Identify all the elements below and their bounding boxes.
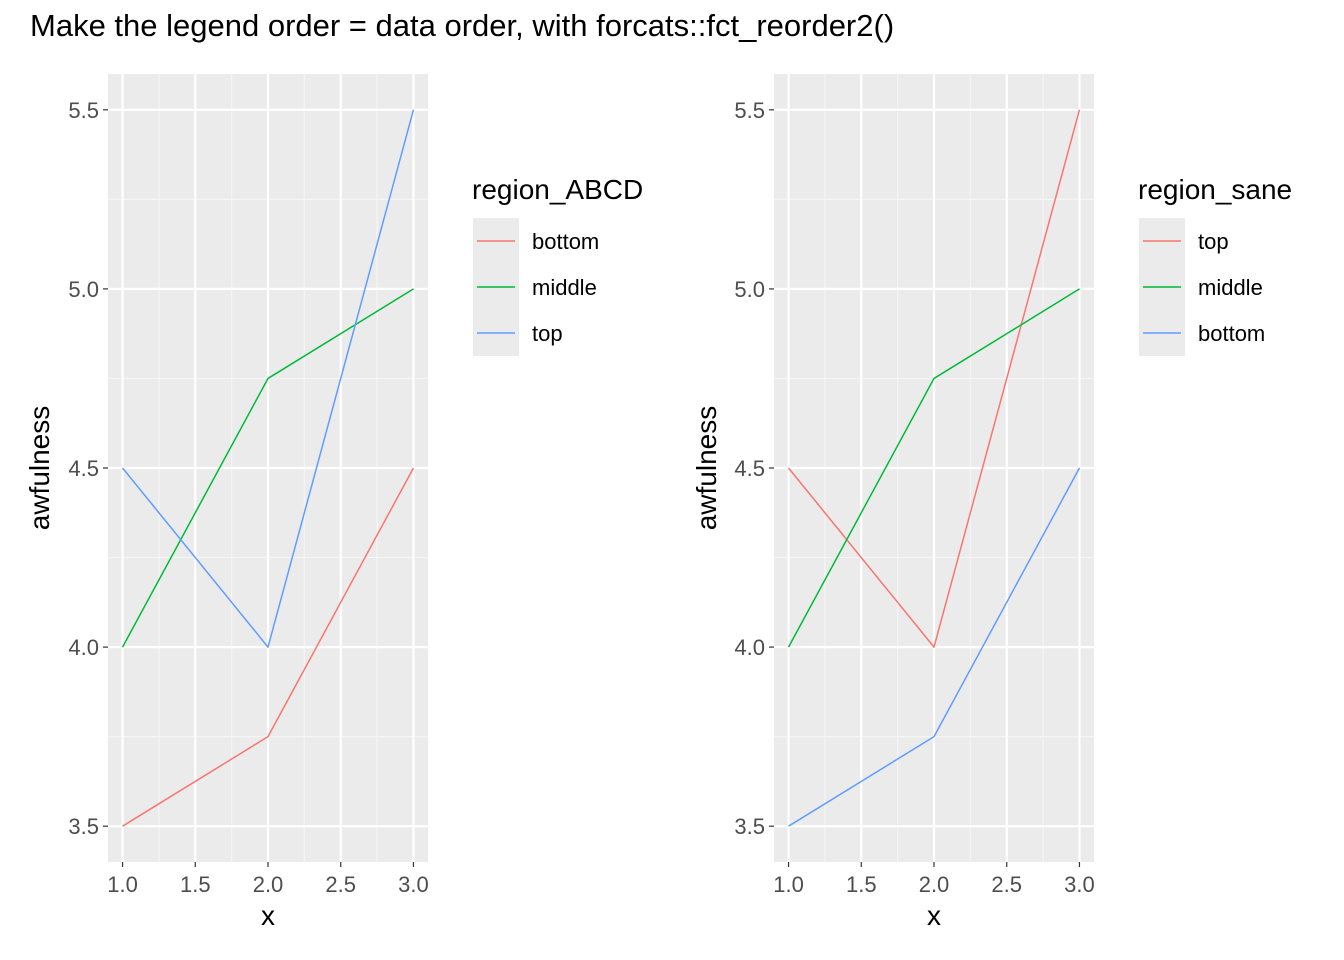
chart-panel-1: 3.5 4.0 4.5 5.0 5.5 1.0 1.5 2.0 2.5 3.0 x awfulness… xyxy=(24,74,643,931)
legend-label: bottom xyxy=(1198,321,1265,346)
series-line-middle xyxy=(787,288,1080,648)
legend-title: region_ABCD xyxy=(472,174,643,205)
x-tick-label: 3.0 xyxy=(1064,872,1095,897)
chart-panel-2: 3.5 4.0 4.5 5.0 5.5 1.0 1.5 2.0 2.5 3.0 x awfulness… xyxy=(691,74,1292,931)
legend-label: top xyxy=(1198,229,1229,254)
x-tick-label: 3.0 xyxy=(398,872,429,897)
legend-label: bottom xyxy=(532,229,599,254)
x-tick-label: 2.5 xyxy=(991,872,1022,897)
y-tick-label: 3.5 xyxy=(68,814,99,839)
legend-label: top xyxy=(532,321,563,346)
y-tick-label: 4.5 xyxy=(734,456,765,481)
x-tick-label: 1.0 xyxy=(773,872,804,897)
x-axis-title: x xyxy=(927,900,941,931)
y-axis-title: awfulness xyxy=(24,406,55,531)
x-tick-label: 2.5 xyxy=(325,872,356,897)
y-tick-label: 4.5 xyxy=(68,456,99,481)
y-tick-label: 5.5 xyxy=(734,98,765,123)
y-tick-label: 4.0 xyxy=(68,635,99,660)
legend-label: middle xyxy=(1198,275,1263,300)
y-tick-label: 3.5 xyxy=(734,814,765,839)
series-line-middle xyxy=(121,288,414,648)
x-tick-label: 1.5 xyxy=(846,872,877,897)
x-tick-label: 2.0 xyxy=(253,872,284,897)
x-tick-label: 1.0 xyxy=(107,872,138,897)
legend-title: region_sane xyxy=(1138,174,1292,205)
y-tick-label: 5.0 xyxy=(734,277,765,302)
page-title: Make the legend order = data order, with… xyxy=(30,8,895,43)
y-tick-label: 4.0 xyxy=(734,635,765,660)
y-tick-label: 5.5 xyxy=(68,98,99,123)
x-tick-label: 2.0 xyxy=(919,872,950,897)
legend-label: middle xyxy=(532,275,597,300)
series-line-top xyxy=(121,109,415,648)
y-tick-label: 5.0 xyxy=(68,277,99,302)
x-axis-title: x xyxy=(261,900,275,931)
x-tick-label: 1.5 xyxy=(180,872,211,897)
series-line-top xyxy=(787,109,1081,648)
y-axis-title: awfulness xyxy=(691,406,722,531)
series-line-bottom xyxy=(122,467,415,827)
series-line-bottom xyxy=(788,467,1081,827)
